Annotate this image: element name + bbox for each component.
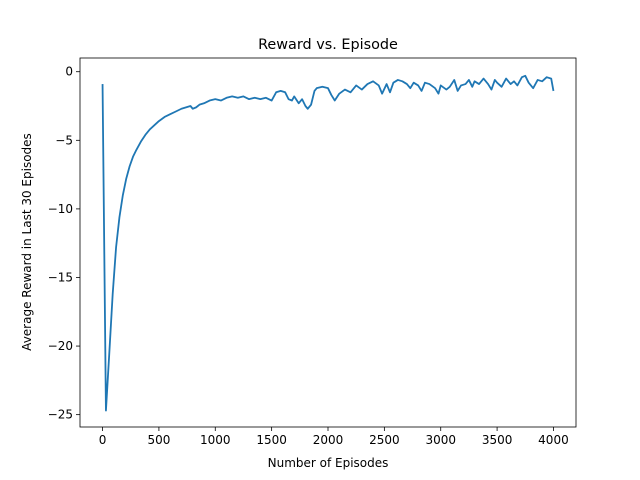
- x-tick-label: 1500: [256, 433, 287, 447]
- y-tick-label: 0: [65, 65, 73, 79]
- x-tick-label: 3500: [482, 433, 513, 447]
- y-tick-label: −15: [48, 270, 73, 284]
- x-axis-label: Number of Episodes: [268, 456, 389, 470]
- y-axis: 0 −5 −10 −15 −20 −25: [48, 65, 80, 422]
- x-tick-label: 3000: [425, 433, 456, 447]
- y-tick-label: −10: [48, 202, 73, 216]
- series-line-0: [101, 74, 555, 412]
- y-tick-label: −5: [55, 133, 73, 147]
- x-tick-label: 1000: [200, 433, 231, 447]
- x-axis: 0 500 1000 1500 2000 2500 3000 3500 4000: [99, 427, 569, 447]
- x-tick-label: 4000: [538, 433, 569, 447]
- x-tick-label: 2000: [313, 433, 344, 447]
- y-tick-label: −20: [48, 339, 73, 353]
- y-axis-label: Average Reward in Last 30 Episodes: [20, 133, 34, 351]
- y-tick-label: −25: [48, 408, 73, 422]
- chart-title: Reward vs. Episode: [258, 37, 398, 53]
- x-tick-label: 0: [99, 433, 107, 447]
- x-tick-label: 500: [147, 433, 170, 447]
- plot-area: [101, 74, 555, 412]
- x-tick-label: 2500: [369, 433, 400, 447]
